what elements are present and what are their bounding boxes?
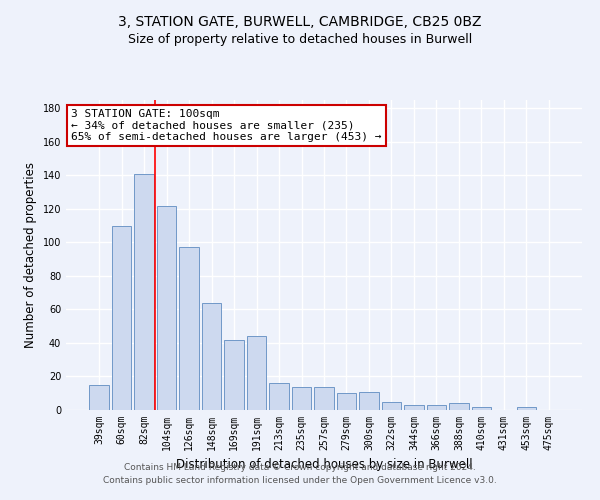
- Bar: [449, 404, 469, 410]
- Bar: [269, 383, 289, 410]
- Bar: [157, 206, 176, 410]
- Bar: [112, 226, 131, 410]
- Bar: [404, 405, 424, 410]
- Text: Contains HM Land Registry data © Crown copyright and database right 2024.
Contai: Contains HM Land Registry data © Crown c…: [103, 464, 497, 485]
- Text: 3 STATION GATE: 100sqm
← 34% of detached houses are smaller (235)
65% of semi-de: 3 STATION GATE: 100sqm ← 34% of detached…: [71, 110, 382, 142]
- Bar: [89, 385, 109, 410]
- Bar: [382, 402, 401, 410]
- Bar: [517, 406, 536, 410]
- Y-axis label: Number of detached properties: Number of detached properties: [24, 162, 37, 348]
- X-axis label: Distribution of detached houses by size in Burwell: Distribution of detached houses by size …: [176, 458, 472, 471]
- Bar: [427, 405, 446, 410]
- Bar: [292, 386, 311, 410]
- Bar: [359, 392, 379, 410]
- Bar: [134, 174, 154, 410]
- Bar: [224, 340, 244, 410]
- Text: Size of property relative to detached houses in Burwell: Size of property relative to detached ho…: [128, 32, 472, 46]
- Bar: [337, 393, 356, 410]
- Text: 3, STATION GATE, BURWELL, CAMBRIDGE, CB25 0BZ: 3, STATION GATE, BURWELL, CAMBRIDGE, CB2…: [118, 15, 482, 29]
- Bar: [472, 406, 491, 410]
- Bar: [247, 336, 266, 410]
- Bar: [179, 248, 199, 410]
- Bar: [202, 303, 221, 410]
- Bar: [314, 386, 334, 410]
